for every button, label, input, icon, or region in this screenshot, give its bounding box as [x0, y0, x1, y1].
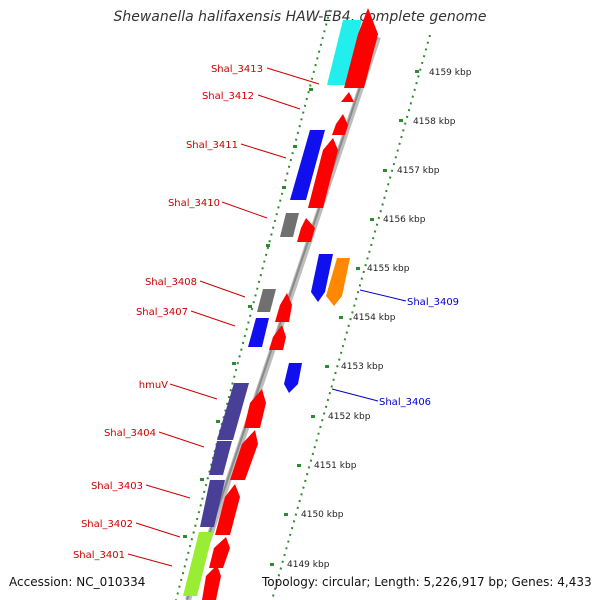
cds-red-arrow[interactable] — [244, 389, 266, 428]
cds-blue-arrow[interactable] — [284, 363, 302, 393]
gene-label[interactable]: Shal_3411 — [186, 140, 238, 151]
left-leader-lines — [127, 67, 320, 567]
cds-gray[interactable] — [280, 213, 299, 237]
cds-red-arrow[interactable] — [308, 138, 338, 208]
kbp-tick-label: 4150 kbp — [301, 510, 344, 520]
cds-cyan[interactable] — [327, 20, 362, 85]
gene-label[interactable]: hmuV — [139, 380, 168, 391]
cds-purple[interactable] — [209, 441, 232, 475]
cds-purple[interactable] — [200, 480, 225, 527]
cds-red-arrow[interactable] — [275, 293, 292, 322]
kbp-tick-label: 4153 kbp — [341, 362, 384, 372]
gene-label[interactable]: Shal_3404 — [104, 428, 156, 439]
cds-blue[interactable] — [290, 130, 325, 200]
kbp-tick-label: 4157 kbp — [397, 166, 440, 176]
cds-red-arrow[interactable] — [344, 8, 378, 88]
gene-label[interactable]: Shal_3412 — [202, 91, 254, 102]
cds-lime[interactable] — [183, 532, 213, 596]
forward-strand-lane — [202, 8, 378, 600]
kbp-tick-label: 4158 kbp — [413, 117, 456, 127]
gene-label[interactable]: Shal_3403 — [91, 481, 143, 492]
topology-text: Topology: circular; Length: 5,226,917 bp… — [262, 575, 592, 589]
tick-marks — [183, 70, 419, 566]
kbp-tick-label: 4149 kbp — [287, 560, 330, 570]
gene-label[interactable]: Shal_3402 — [81, 519, 133, 530]
gene-label[interactable]: Shal_3409 — [407, 297, 459, 308]
cds-red-arrow[interactable] — [215, 484, 240, 535]
kbp-tick-label: 4155 kbp — [367, 264, 410, 274]
cds-purple[interactable] — [217, 383, 249, 440]
right-leader-lines — [331, 289, 407, 402]
cds-gray[interactable] — [257, 289, 276, 312]
kbp-tick-label: 4154 kbp — [353, 313, 396, 323]
gene-label[interactable]: Shal_3406 — [379, 397, 431, 408]
reverse-strand-lane — [284, 254, 350, 393]
cds-red-arrow[interactable] — [332, 114, 348, 135]
cds-red-arrow[interactable] — [202, 565, 221, 600]
gene-label[interactable]: Shal_3401 — [73, 550, 125, 561]
cds-red-arrow[interactable] — [230, 430, 258, 480]
gene-label[interactable]: Shal_3407 — [136, 307, 188, 318]
gene-label[interactable]: Shal_3410 — [168, 198, 220, 209]
accession-text: Accession: NC_010334 — [9, 575, 146, 589]
kbp-tick-label: 4156 kbp — [383, 215, 426, 225]
cds-red-arrow[interactable] — [269, 325, 286, 350]
cds-red-arrow[interactable] — [209, 537, 230, 568]
kbp-tick-label: 4151 kbp — [314, 461, 357, 471]
cds-red-arrow[interactable] — [297, 218, 315, 242]
kbp-tick-label: 4159 kbp — [429, 68, 472, 78]
cds-orange-arrow[interactable] — [326, 258, 350, 306]
cds-red-arrow[interactable] — [341, 92, 354, 102]
cds-blue-arrow[interactable] — [311, 254, 333, 302]
outer-feature-lane — [183, 20, 362, 596]
map-title: Shewanella halifaxensis HAW-EB4, complet… — [113, 9, 487, 25]
cds-blue[interactable] — [248, 318, 269, 347]
kbp-tick-label: 4152 kbp — [328, 412, 371, 422]
gene-label[interactable]: Shal_3408 — [145, 277, 197, 288]
gene-label[interactable]: Shal_3413 — [211, 64, 263, 75]
